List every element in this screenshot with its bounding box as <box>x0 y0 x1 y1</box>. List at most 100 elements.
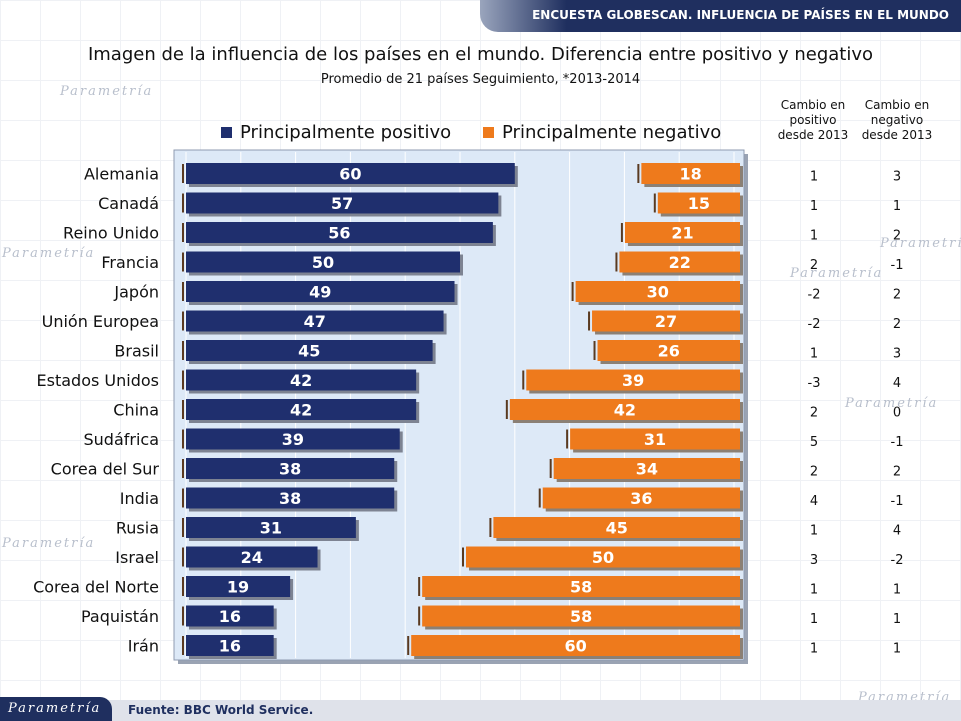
bar-positive <box>186 487 395 509</box>
table-cell-positive-change: -3 <box>808 376 821 391</box>
table-cell-positive-change: 2 <box>810 406 818 421</box>
data-label-negative: 26 <box>658 342 680 361</box>
data-label-negative: 34 <box>636 460 658 479</box>
table-cell-negative-change: 3 <box>893 347 901 362</box>
data-label-negative: 21 <box>671 224 693 243</box>
data-label-positive: 38 <box>279 489 301 508</box>
bar-positive <box>186 192 499 214</box>
bar-negative <box>575 281 740 302</box>
watermark: Parametría <box>880 236 961 251</box>
data-label-negative: 27 <box>655 312 677 331</box>
category-label: Unión Europea <box>42 312 159 331</box>
category-label: Sudáfrica <box>83 430 159 449</box>
table-cell-negative-change: -1 <box>891 494 904 509</box>
category-label: China <box>113 401 159 420</box>
bar-negative <box>597 340 740 361</box>
bar-positive <box>186 458 395 479</box>
legend-negative-swatch <box>483 127 494 138</box>
table-cell-positive-change: 1 <box>810 612 818 627</box>
data-label-positive: 57 <box>331 194 353 213</box>
bar-negative <box>619 251 740 273</box>
data-label-positive: 31 <box>260 519 282 538</box>
data-label-negative: 36 <box>630 489 652 508</box>
data-label-negative: 58 <box>570 578 592 597</box>
data-label-positive: 47 <box>304 312 326 331</box>
table-cell-negative-change: 4 <box>893 524 901 539</box>
bar-negative <box>641 163 740 184</box>
bar-negative <box>422 576 740 597</box>
legend-positive: Principalmente positivo <box>221 122 451 143</box>
header-title: ENCUESTA GLOBESCAN. INFLUENCIA DE PAÍSES… <box>532 8 949 22</box>
bar-positive <box>186 369 417 391</box>
category-label: Canadá <box>98 194 159 213</box>
data-label-positive: 45 <box>298 342 320 361</box>
bar-positive <box>186 428 400 450</box>
category-label: India <box>120 489 159 508</box>
table-cell-negative-change: 2 <box>893 229 901 244</box>
bar-negative <box>422 605 740 627</box>
legend-negative: Principalmente negativo <box>483 122 721 143</box>
bar-negative <box>657 192 740 214</box>
table-cell-negative-change: -1 <box>891 435 904 450</box>
data-label-positive: 24 <box>241 548 263 567</box>
bar-negative <box>542 487 740 509</box>
bar-negative <box>526 369 740 391</box>
bar-negative <box>570 428 740 450</box>
bar-negative <box>592 310 740 332</box>
category-label: Estados Unidos <box>37 371 159 390</box>
bar-positive <box>186 546 318 568</box>
footer-bar <box>0 700 961 721</box>
table-cell-negative-change: 2 <box>893 317 901 332</box>
table-cell-positive-change: 1 <box>810 229 818 244</box>
data-label-positive: 16 <box>219 637 241 656</box>
data-label-negative: 18 <box>680 165 702 184</box>
bar-positive <box>186 576 291 597</box>
bar-negative <box>493 517 740 538</box>
table-cell-positive-change: 1 <box>810 347 818 362</box>
watermark: Parametría <box>2 536 96 551</box>
table-cell-positive-change: 5 <box>810 435 818 450</box>
legend-positive-label: Principalmente positivo <box>240 122 452 143</box>
column-header-line: Cambio en <box>780 98 846 112</box>
category-label: Brasil <box>114 342 159 361</box>
bar-positive <box>186 281 455 302</box>
bar-positive <box>186 517 356 538</box>
table-cell-negative-change: 2 <box>893 465 901 480</box>
bar-positive <box>186 399 417 420</box>
category-label: Paquistán <box>81 607 159 626</box>
table-cell-negative-change: 3 <box>893 170 901 185</box>
data-label-negative: 15 <box>688 194 710 213</box>
data-label-negative: 60 <box>564 637 586 656</box>
column-header-positive-change: Cambio en positivo desde 2013 <box>773 98 853 143</box>
bar-negative <box>466 546 740 568</box>
data-label-positive: 56 <box>328 224 350 243</box>
data-label-positive: 19 <box>227 578 249 597</box>
table-cell-negative-change: 1 <box>893 642 901 657</box>
header-bar: ENCUESTA GLOBESCAN. INFLUENCIA DE PAÍSES… <box>480 0 961 32</box>
table-cell-positive-change: 1 <box>810 642 818 657</box>
bar-positive <box>186 310 444 332</box>
table-cell-positive-change: 1 <box>810 524 818 539</box>
category-label: Corea del Sur <box>51 460 160 479</box>
data-label-negative: 31 <box>644 430 666 449</box>
bar-positive <box>186 635 274 656</box>
data-label-positive: 38 <box>279 460 301 479</box>
category-label: Irán <box>128 637 159 656</box>
table-cell-negative-change: 2 <box>893 288 901 303</box>
legend-positive-swatch <box>221 127 232 138</box>
data-label-negative: 22 <box>669 253 691 272</box>
table-cell-negative-change: 1 <box>893 612 901 627</box>
bar-positive <box>186 222 493 243</box>
column-header-line: desde 2013 <box>777 128 849 142</box>
data-label-positive: 60 <box>339 165 361 184</box>
table-cell-negative-change: 1 <box>893 583 901 598</box>
table-cell-positive-change: 2 <box>810 258 818 273</box>
watermark: Parametría <box>790 266 884 281</box>
category-label: Reino Unido <box>63 224 159 243</box>
bar-negative <box>411 635 740 656</box>
column-header-line: desde 2013 <box>861 128 933 142</box>
data-label-positive: 39 <box>282 430 304 449</box>
table-cell-negative-change: -2 <box>891 553 904 568</box>
footer-logo: Parametría <box>0 697 112 721</box>
